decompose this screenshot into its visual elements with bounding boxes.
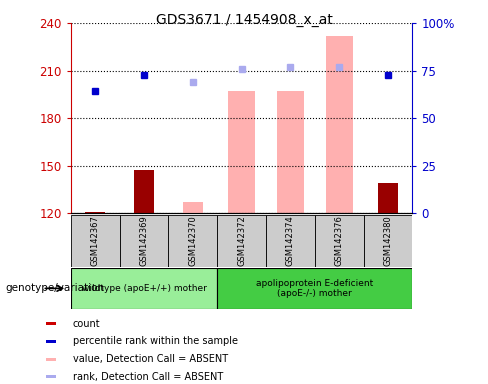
Bar (120, 215, 168, 267)
Text: rank, Detection Call = ABSENT: rank, Detection Call = ABSENT (73, 372, 223, 382)
Bar (46, 376, 56, 378)
Bar (183, 202, 203, 213)
Bar (71, 215, 120, 267)
Bar (85, 212, 105, 213)
Bar (326, 36, 352, 213)
Bar (277, 91, 304, 213)
Text: GSM142372: GSM142372 (237, 215, 246, 266)
Bar (217, 215, 266, 267)
Bar (364, 215, 412, 267)
Text: GSM142376: GSM142376 (335, 215, 344, 266)
Bar (46, 340, 56, 343)
Bar (266, 215, 315, 267)
Text: genotype/variation: genotype/variation (5, 283, 104, 293)
Bar (46, 358, 56, 361)
Text: GSM142367: GSM142367 (91, 215, 100, 266)
Text: GSM142369: GSM142369 (140, 215, 148, 266)
Text: percentile rank within the sample: percentile rank within the sample (73, 336, 238, 346)
Bar (378, 183, 398, 213)
Bar (134, 170, 154, 213)
Text: GDS3671 / 1454908_x_at: GDS3671 / 1454908_x_at (156, 13, 332, 27)
Text: wildtype (apoE+/+) mother: wildtype (apoE+/+) mother (81, 284, 206, 293)
Bar (315, 215, 364, 267)
Bar (217, 268, 412, 309)
Text: GSM142374: GSM142374 (286, 215, 295, 266)
Bar (46, 322, 56, 325)
Text: apolipoprotein E-deficient
(apoE-/-) mother: apolipoprotein E-deficient (apoE-/-) mot… (256, 279, 373, 298)
Text: value, Detection Call = ABSENT: value, Detection Call = ABSENT (73, 354, 228, 364)
Text: count: count (73, 319, 101, 329)
Bar (228, 91, 255, 213)
Bar (71, 268, 217, 309)
Bar (168, 215, 217, 267)
Text: GSM142380: GSM142380 (384, 215, 392, 266)
Text: GSM142370: GSM142370 (188, 215, 197, 266)
